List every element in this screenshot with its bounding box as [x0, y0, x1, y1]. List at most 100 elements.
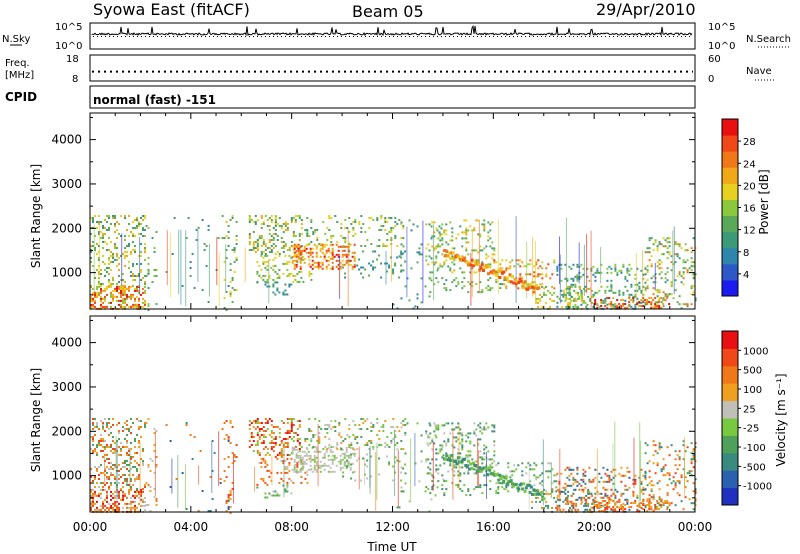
echo-cell — [106, 500, 108, 503]
echo-cell — [147, 484, 150, 486]
echo-cell — [453, 269, 456, 272]
echo-cell — [501, 486, 504, 489]
echo-cell — [400, 223, 403, 225]
echo-cell — [566, 484, 569, 487]
echo-cell — [256, 247, 259, 249]
echo-cell — [336, 442, 339, 444]
echo-cell — [594, 492, 597, 495]
echo-cell — [248, 424, 251, 426]
nsearch-dot — [461, 36, 462, 37]
echo-cell — [537, 286, 541, 290]
echo-cell — [676, 468, 679, 471]
echo-cell — [189, 261, 192, 263]
nsearch-dot — [117, 36, 118, 37]
echo-cell — [225, 502, 228, 504]
echo-cell — [505, 287, 508, 290]
echo-cell — [692, 454, 695, 457]
echo-cell — [354, 233, 357, 235]
echo-cell — [284, 245, 287, 247]
echo-cell — [384, 420, 387, 422]
echo-cell — [604, 472, 607, 475]
echo-cell — [656, 301, 659, 304]
echo-cell — [293, 243, 296, 246]
echo-cell — [110, 474, 112, 476]
echo-streak — [470, 252, 472, 306]
echo-cell — [345, 450, 348, 453]
echo-cell — [445, 223, 448, 226]
echo-cell — [652, 299, 655, 301]
echo-cell — [110, 301, 112, 304]
echo-cell — [348, 260, 351, 263]
nsearch-dot — [553, 36, 554, 37]
echo-cell — [299, 454, 302, 457]
echo-cell — [333, 255, 336, 258]
echo-cell — [138, 478, 140, 480]
echo-cell — [622, 303, 625, 305]
echo-cell — [102, 472, 104, 474]
echo-cell — [108, 418, 110, 420]
echo-cell — [124, 301, 126, 304]
echo-cell — [493, 450, 496, 453]
echo-cell — [572, 482, 575, 485]
echo-cell — [656, 249, 659, 252]
echo-cell — [678, 458, 681, 461]
echo-cell — [380, 225, 383, 227]
echo-cell — [260, 253, 263, 255]
echo-cell — [250, 422, 253, 424]
echo-cell — [295, 448, 298, 451]
echo-cell — [299, 257, 302, 260]
echo-cell — [144, 251, 146, 253]
echo-cell — [481, 428, 484, 431]
echo-cell — [517, 487, 521, 491]
echo-cell — [604, 508, 607, 510]
echo-cell — [433, 221, 436, 224]
echo-cell — [344, 241, 347, 243]
echo-cell — [298, 442, 301, 444]
echo-cell — [351, 251, 354, 254]
echo-cell — [319, 466, 322, 469]
echo-cell — [585, 500, 588, 503]
echo-cell — [650, 506, 653, 508]
echo-cell — [274, 245, 277, 247]
echo-cell — [315, 464, 318, 467]
echo-cell — [684, 243, 687, 246]
echo-cell — [132, 456, 134, 458]
echo-cell — [128, 490, 130, 493]
echo-cell — [465, 454, 468, 457]
freq-unit-label: [MHz] — [5, 70, 34, 81]
velocity-colorbar-swatch — [722, 470, 738, 489]
echo-cell — [100, 273, 102, 275]
echo-cell — [570, 468, 573, 471]
echo-cell — [610, 498, 613, 501]
echo-cell — [674, 279, 677, 282]
echo-cell — [136, 506, 138, 509]
echo-cell — [459, 452, 462, 455]
echo-cell — [602, 466, 605, 469]
echo-streak — [414, 433, 416, 487]
echo-cell — [606, 468, 609, 471]
echo-cell — [136, 275, 138, 277]
echo-cell — [428, 255, 431, 258]
echo-cell — [598, 289, 601, 292]
echo-cell — [527, 283, 530, 286]
echo-cell — [322, 221, 325, 223]
echo-cell — [481, 291, 484, 294]
echo-cell — [626, 289, 629, 292]
echo-cell — [425, 460, 428, 463]
echo-cell — [132, 500, 134, 503]
echo-cell — [106, 458, 108, 460]
echo-cell — [110, 261, 112, 263]
echo-cell — [102, 283, 104, 285]
echo-cell — [572, 283, 575, 286]
echo-cell — [340, 223, 343, 225]
echo-cell — [124, 251, 126, 253]
echo-cell — [425, 486, 428, 489]
echo-cell — [98, 283, 100, 285]
echo-cell — [124, 480, 126, 482]
echo-cell — [650, 237, 653, 240]
echo-cell — [274, 225, 277, 227]
echo-cell — [539, 273, 542, 276]
echo-cell — [467, 456, 470, 459]
echo-cell — [293, 458, 296, 461]
echo-cell — [519, 275, 522, 278]
